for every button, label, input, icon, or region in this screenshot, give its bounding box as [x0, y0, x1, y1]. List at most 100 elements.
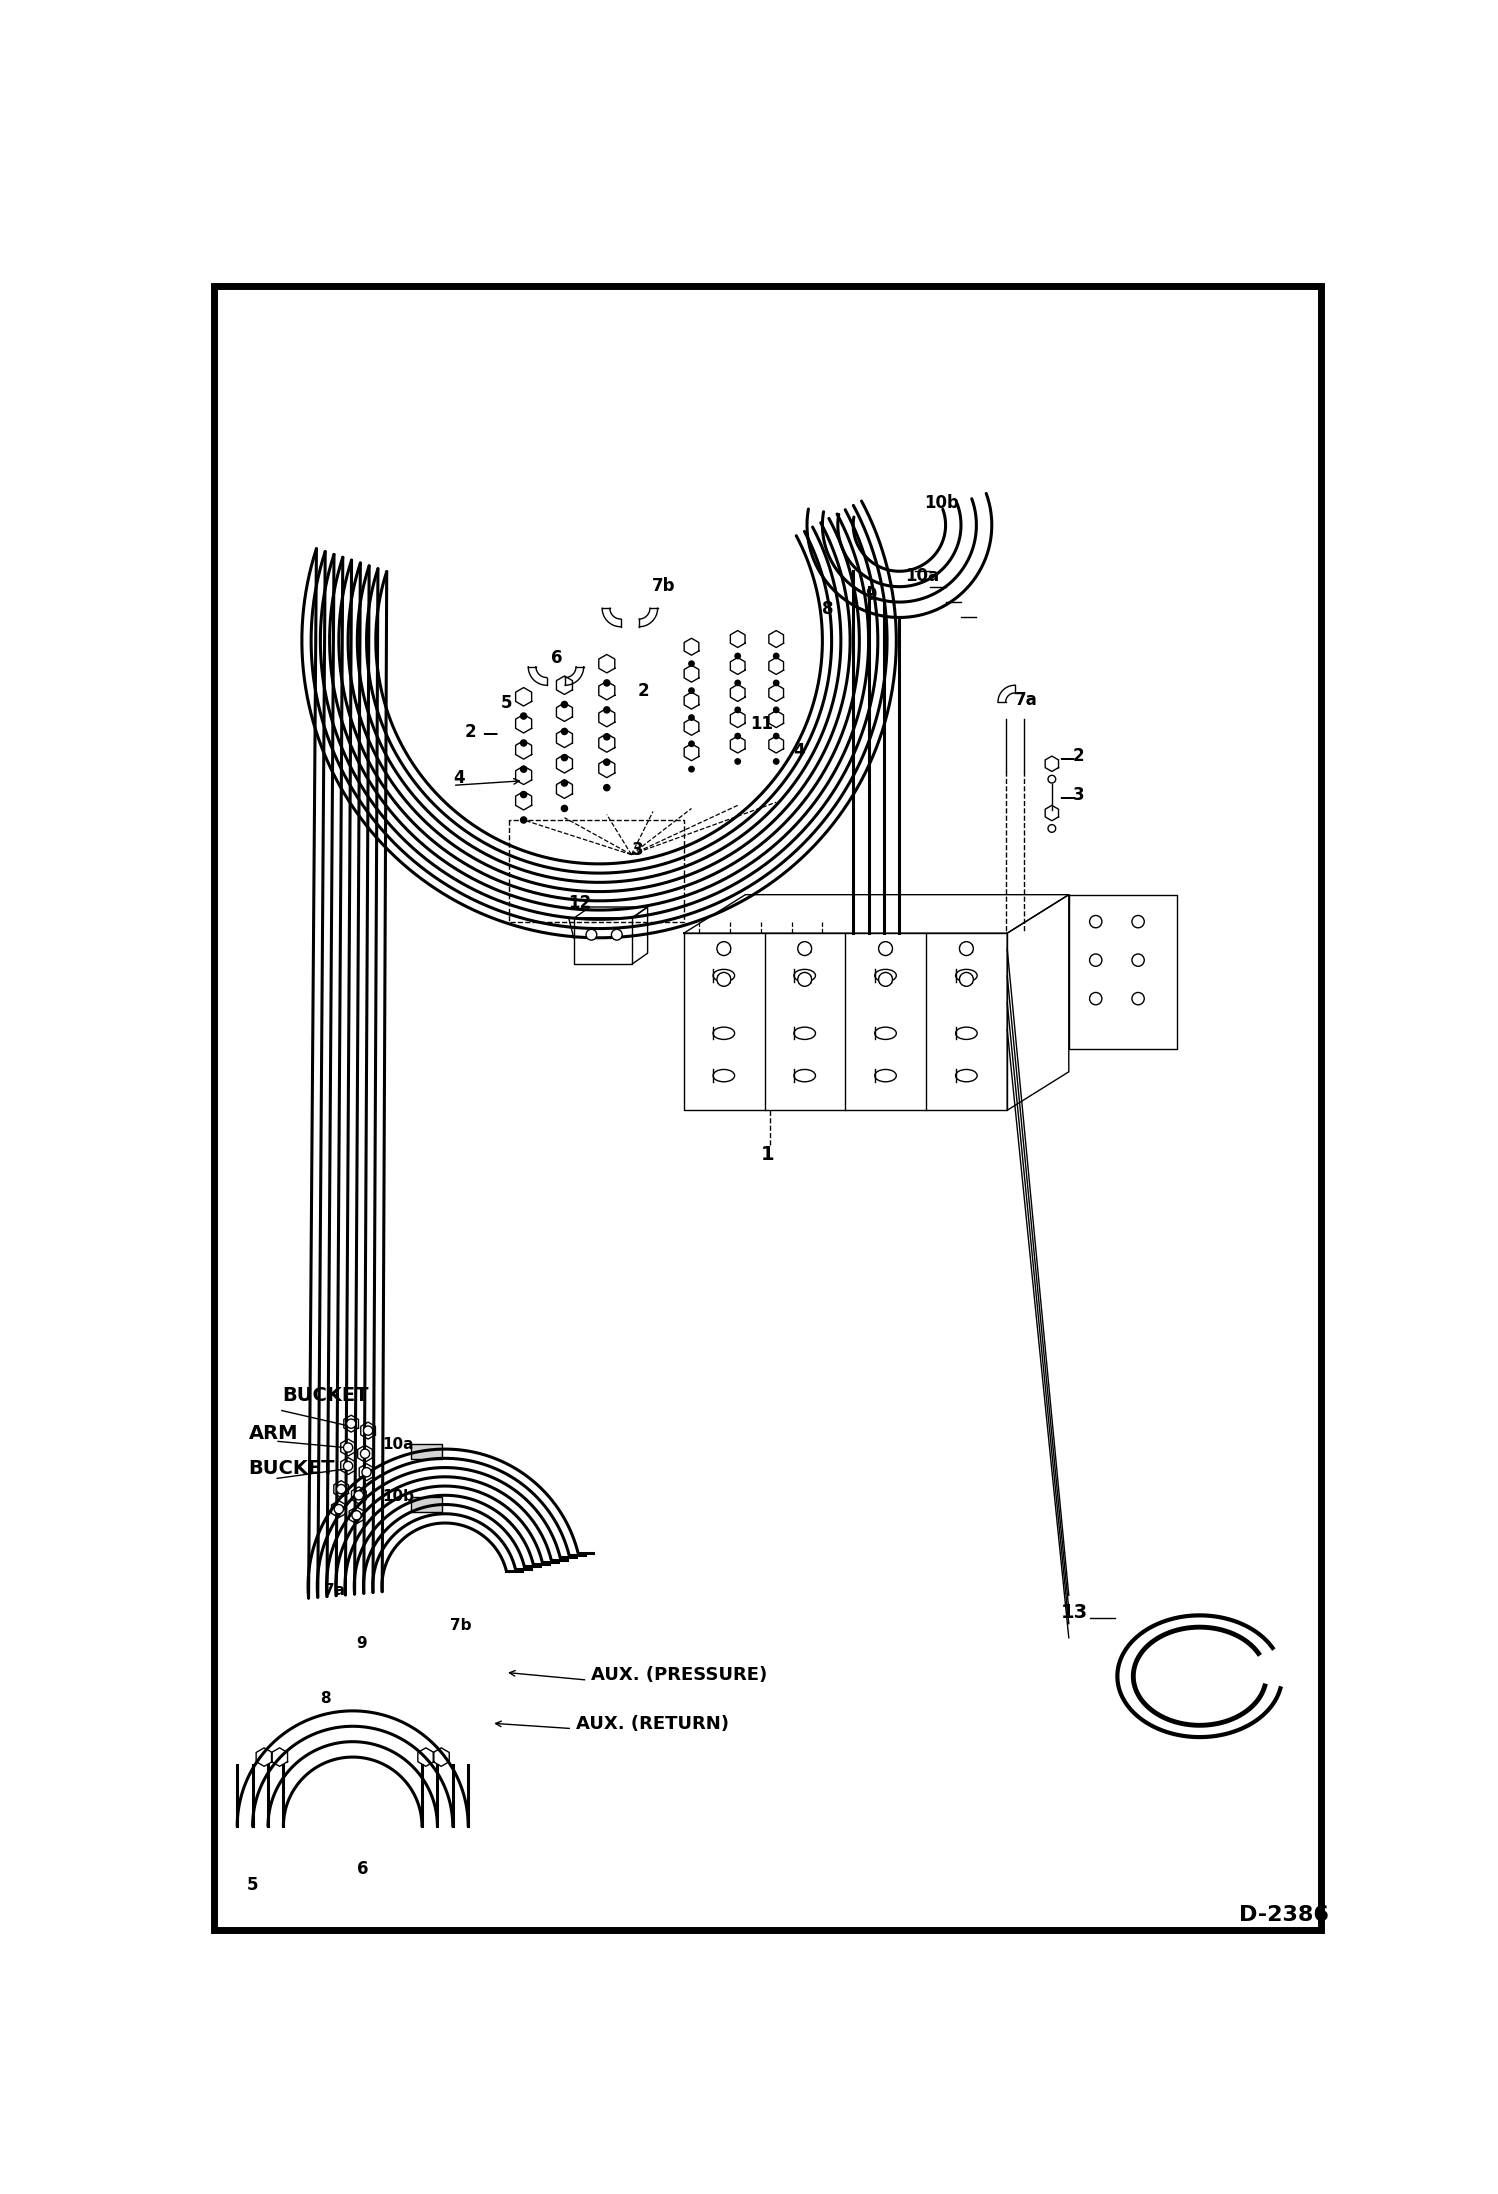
- Circle shape: [361, 1448, 370, 1459]
- Text: 8: 8: [822, 599, 834, 619]
- Text: 1: 1: [761, 1145, 774, 1165]
- Circle shape: [562, 805, 568, 812]
- Circle shape: [879, 972, 893, 987]
- Text: 3: 3: [632, 840, 643, 858]
- Circle shape: [604, 759, 610, 766]
- Circle shape: [1132, 915, 1144, 928]
- Circle shape: [736, 759, 740, 764]
- Ellipse shape: [794, 970, 815, 981]
- Circle shape: [736, 680, 740, 685]
- Circle shape: [562, 728, 568, 735]
- Text: BUCKET: BUCKET: [282, 1387, 369, 1406]
- Circle shape: [604, 680, 610, 687]
- Circle shape: [1049, 774, 1056, 783]
- Circle shape: [959, 941, 974, 957]
- Circle shape: [334, 1505, 343, 1514]
- Circle shape: [773, 654, 779, 658]
- Circle shape: [562, 755, 568, 761]
- Ellipse shape: [875, 970, 896, 981]
- Circle shape: [562, 702, 568, 709]
- Text: AUX. (PRESSURE): AUX. (PRESSURE): [592, 1665, 767, 1685]
- Text: 9: 9: [866, 586, 878, 603]
- Circle shape: [604, 733, 610, 739]
- Circle shape: [521, 766, 527, 772]
- Circle shape: [364, 1426, 373, 1435]
- Text: 7b: 7b: [652, 577, 676, 595]
- Text: 5: 5: [247, 1876, 258, 1893]
- Ellipse shape: [956, 1027, 977, 1040]
- Text: 9: 9: [357, 1637, 367, 1650]
- Circle shape: [1132, 992, 1144, 1005]
- Text: 6: 6: [357, 1861, 369, 1878]
- Circle shape: [736, 654, 740, 658]
- Text: 2: 2: [638, 682, 649, 700]
- Circle shape: [718, 972, 731, 987]
- Text: 13: 13: [1061, 1604, 1088, 1624]
- Circle shape: [736, 706, 740, 713]
- Circle shape: [773, 706, 779, 713]
- Circle shape: [773, 759, 779, 764]
- Circle shape: [521, 713, 527, 720]
- Circle shape: [521, 739, 527, 746]
- Text: 12: 12: [568, 893, 592, 913]
- Circle shape: [879, 941, 893, 957]
- Circle shape: [689, 660, 694, 667]
- Ellipse shape: [794, 1068, 815, 1082]
- Circle shape: [798, 972, 812, 987]
- Text: 10a: 10a: [382, 1437, 413, 1452]
- Circle shape: [1132, 954, 1144, 965]
- Circle shape: [343, 1461, 352, 1470]
- Ellipse shape: [875, 1068, 896, 1082]
- Circle shape: [1089, 954, 1103, 965]
- Text: 5: 5: [500, 693, 512, 711]
- Text: 7b: 7b: [449, 1617, 472, 1632]
- Circle shape: [689, 766, 694, 772]
- Circle shape: [354, 1490, 364, 1501]
- Circle shape: [611, 930, 622, 939]
- Text: 10b: 10b: [382, 1490, 413, 1505]
- Bar: [412, 1444, 442, 1459]
- Text: BUCKET: BUCKET: [249, 1459, 336, 1479]
- Circle shape: [689, 689, 694, 693]
- Circle shape: [1089, 992, 1103, 1005]
- Circle shape: [346, 1420, 357, 1428]
- Text: 11: 11: [750, 715, 773, 733]
- Circle shape: [604, 785, 610, 790]
- Circle shape: [689, 715, 694, 720]
- Ellipse shape: [875, 1027, 896, 1040]
- Bar: [412, 1496, 442, 1512]
- Text: 10a: 10a: [906, 566, 939, 584]
- Circle shape: [718, 941, 731, 957]
- Circle shape: [773, 680, 779, 685]
- Text: ARM: ARM: [249, 1424, 298, 1444]
- Circle shape: [959, 972, 974, 987]
- Circle shape: [363, 1468, 372, 1477]
- Circle shape: [689, 742, 694, 746]
- Text: 2: 2: [1073, 748, 1085, 766]
- Text: D-2386: D-2386: [1239, 1904, 1329, 1924]
- Text: 2: 2: [464, 722, 476, 742]
- Circle shape: [604, 706, 610, 713]
- Text: 7a: 7a: [324, 1584, 345, 1599]
- Circle shape: [521, 816, 527, 823]
- Ellipse shape: [713, 1027, 734, 1040]
- Ellipse shape: [794, 1027, 815, 1040]
- Circle shape: [352, 1512, 361, 1520]
- Text: —: —: [1059, 790, 1076, 805]
- Ellipse shape: [713, 1068, 734, 1082]
- Text: AUX. (RETURN): AUX. (RETURN): [577, 1714, 730, 1733]
- Text: 3: 3: [1073, 785, 1085, 803]
- Ellipse shape: [713, 970, 734, 981]
- Text: 10b: 10b: [924, 494, 959, 511]
- Circle shape: [562, 779, 568, 785]
- Circle shape: [1049, 825, 1056, 832]
- Text: 4: 4: [452, 770, 464, 788]
- Circle shape: [343, 1444, 352, 1452]
- Circle shape: [736, 733, 740, 739]
- Circle shape: [798, 941, 812, 957]
- Circle shape: [337, 1485, 346, 1494]
- Text: 4: 4: [792, 742, 804, 759]
- Text: 8: 8: [321, 1692, 331, 1707]
- Ellipse shape: [956, 970, 977, 981]
- Text: —: —: [482, 726, 497, 742]
